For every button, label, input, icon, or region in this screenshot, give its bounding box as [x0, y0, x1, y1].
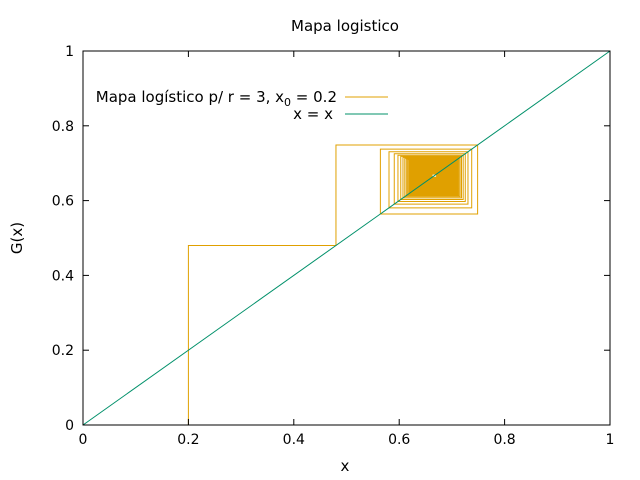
- x-tick-label: 0: [79, 432, 88, 448]
- x-tick-label: 0.6: [388, 432, 410, 448]
- legend-subscript: 0: [284, 96, 291, 109]
- plot-area: [82, 50, 611, 426]
- y-tick-label: 0: [65, 418, 74, 434]
- x-tick-label: 0.8: [493, 432, 515, 448]
- chart-title: Mapa logistico: [291, 17, 399, 35]
- x-tick-label: 0.4: [283, 432, 305, 448]
- y-tick-label: 0.4: [52, 268, 74, 284]
- y-axis-label: G(x): [8, 222, 26, 254]
- plot-frame: [82, 50, 611, 426]
- y-tick-label: 0.8: [52, 119, 74, 135]
- y-tick-label: 0.6: [52, 194, 74, 210]
- series-identity-line: [82, 50, 611, 426]
- axis-ticks: 0 0.2 0.4 0.6 0.8 1 0 0.2 0.4 0.6 0.8 1: [52, 44, 615, 448]
- legend-entry-identity-label: x = x: [293, 105, 333, 123]
- legend: Mapa logístico p/ r = 3, x0 = 0.2 x = x: [96, 88, 388, 123]
- y-tick-label: 0.2: [52, 343, 74, 359]
- x-tick-label: 1: [606, 432, 615, 448]
- y-tick-label: 1: [65, 44, 74, 60]
- x-axis-label: x: [341, 457, 350, 475]
- x-tick-label: 0.2: [177, 432, 199, 448]
- series-cobweb-line: [187, 144, 479, 425]
- legend-entry-cobweb-label: Mapa logístico p/ r = 3, x0 = 0.2: [96, 88, 337, 109]
